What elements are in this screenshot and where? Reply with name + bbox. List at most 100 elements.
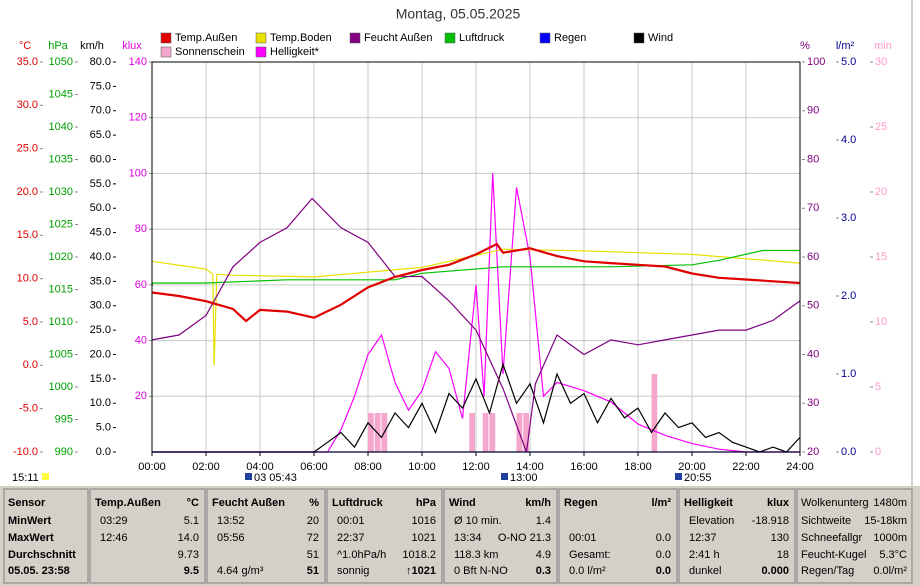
panel-box [206,488,326,584]
cell-label: Ø 10 min. [454,515,502,527]
y-tick-label: 10 [875,316,887,328]
sunshine-bar [651,374,658,452]
y-tick-label: 75.0 [90,80,111,92]
panel-unit: klux [767,497,790,509]
cell-value: 5.1 [184,515,199,527]
y-tick-label: 70.0 [90,105,111,117]
series-line [151,249,800,287]
y-tick-label: 100 [129,167,147,179]
legend-label: Feucht Außen [364,32,433,44]
y-tick-label: 995 [55,413,73,425]
annotation: 03 05:43 [254,472,297,484]
y-tick-label: 35.0 [90,275,111,287]
y-tick-label: 20.0 [17,186,38,198]
y-tick-label: 1020 [49,251,73,263]
legend-swatch [160,46,172,58]
legend-swatch [633,32,645,44]
y-tick-label: 3.0 [841,212,856,224]
y-tick-label: 15 [875,251,887,263]
row-label: MinWert [8,515,52,527]
cell-value: 0.0 [656,549,671,561]
x-tick-label: 22:00 [732,461,760,473]
x-tick-label: 06:00 [300,461,328,473]
cell-label: 12:46 [100,532,128,544]
panel-title: Feucht Außen [212,497,285,509]
y-tick-label: 20.0 [90,348,111,360]
legend-swatch [255,32,267,44]
cell-value: 1016 [412,515,436,527]
legend-swatch [160,32,172,44]
panel-box [678,488,796,584]
cell-label: 118.3 km [454,549,498,561]
extra-value: 5.3°C [879,549,907,561]
cell-label: 4.64 g/m³ [217,565,264,577]
legend-label: Luftdruck [459,32,505,44]
cell-label: Gesamt: [569,549,611,561]
panel-title: Temp.Außen [95,497,161,509]
y-tick-label: 100 [807,56,825,68]
x-tick-label: 10:00 [408,461,436,473]
cell-label: 12:37 [689,532,717,544]
cell-value: ↑1021 [406,565,436,577]
cell-label: 13:52 [217,515,245,527]
legend-label: Sonnenschein [175,46,245,58]
panel-box [443,488,558,584]
y-tick-label: 1015 [49,283,73,295]
row-label: Sensor [8,497,46,509]
row-label: 05.05. 23:58 [8,565,70,577]
y-tick-label: 10.0 [17,273,38,285]
x-tick-label: 18:00 [624,461,652,473]
legend-label: Wind [648,32,673,44]
cell-label: 13:34 [454,532,482,544]
y-tick-label: 80 [135,223,147,235]
y-tick-label: 70 [807,202,819,214]
row-label: Durchschnitt [8,549,76,561]
cell-value: 1018.2 [402,549,436,561]
extra-label: Sichtweite [801,515,851,527]
cell-value: 0.000 [761,565,789,577]
cell-label: 00:01 [569,532,597,544]
y-tick-label: 5.0 [23,316,38,328]
y-tick-label: 1.0 [841,368,856,380]
x-tick-label: 12:00 [462,461,490,473]
legend-swatch [255,46,267,58]
series-line [151,197,801,453]
panel-unit: l/m² [651,497,671,509]
cell-value: 9.5 [184,565,199,577]
sunshine-bar [489,413,496,452]
sun-moon-icon [245,473,252,480]
cell-label: sonnig [337,565,369,577]
y-tick-label: 60 [807,251,819,263]
cell-label: 0.0 l/m² [569,565,606,577]
y-tick-label: 40.0 [90,251,111,263]
y-tick-label: -5.0 [19,403,38,415]
legend-label: Temp.Außen [175,32,237,44]
y-tick-label: 30 [807,397,819,409]
y-tick-label: 15.0 [90,373,111,385]
sun-moon-icon [501,473,508,480]
sunshine-bar [523,413,529,452]
series-line [151,242,801,323]
cell-label: dunkel [689,565,721,577]
y-tick-label: 60 [135,279,147,291]
sunshine-bar [469,413,475,452]
cell-value: 20 [307,515,319,527]
y-tick-label: 4.0 [841,134,856,146]
annotation: 13:00 [510,472,538,484]
panel-unit: km/h [525,497,551,509]
y-tick-label: 5 [875,381,881,393]
x-tick-label: 08:00 [354,461,382,473]
cell-value: 1.4 [536,515,551,527]
cell-value: 1021 [412,532,436,544]
y-tick-label: 80.0 [90,56,111,68]
y-tick-label: 30 [875,56,887,68]
y-tick-label: 60.0 [90,153,111,165]
panel-unit: hPa [416,497,437,509]
y-tick-label: 0.0 [841,446,856,458]
panel-box [558,488,678,584]
panel-title: Luftdruck [332,497,384,509]
extra-label: Schneefallgr [801,532,862,544]
x-tick-label: 02:00 [192,461,220,473]
series-line [152,173,800,453]
cell-value: 9.73 [178,549,199,561]
